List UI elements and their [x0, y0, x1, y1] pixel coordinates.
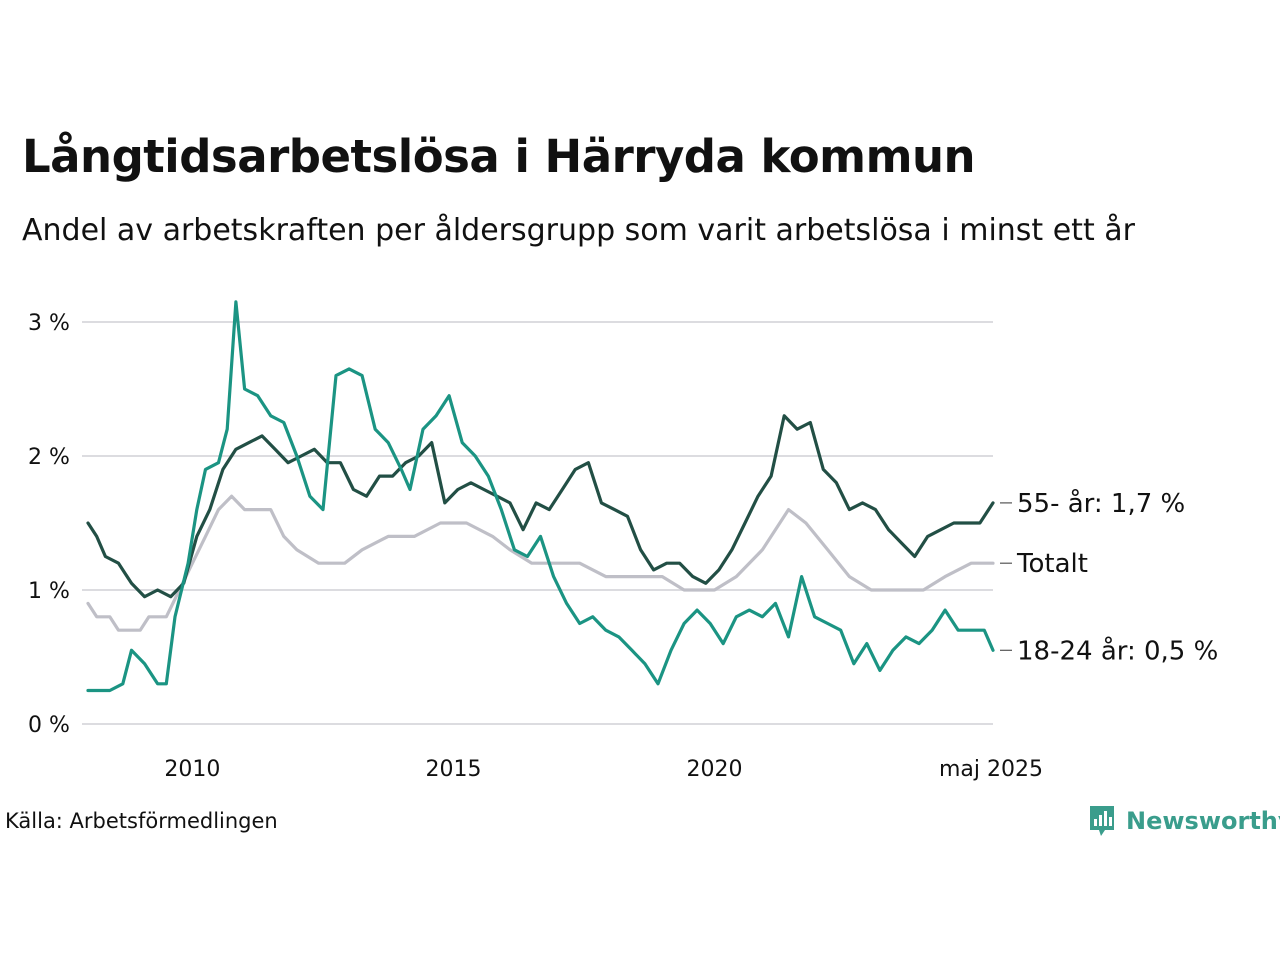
- brand-name: Newsworthy: [1126, 807, 1280, 835]
- series-end-label: 55- år: 1,7 %: [1017, 488, 1185, 519]
- series-end-labels: Totalt 55- år: 1,7 % 18-24 år: 0,5 %: [1000, 488, 1218, 666]
- y-axis-tick-labels: 0 % 1 % 2 % 3 %: [28, 311, 70, 738]
- chart-subtitle: Andel av arbetskraften per åldersgrupp s…: [22, 213, 1135, 248]
- x-tick-label: 2010: [164, 757, 220, 782]
- grid-lines: [82, 321, 993, 725]
- x-tick-label: maj 2025: [939, 757, 1043, 782]
- bar-chart-speech-bubble-icon: [1090, 806, 1114, 836]
- series-end-label: 18-24 år: 0,5 %: [1017, 635, 1218, 666]
- chart-title: Långtidsarbetslösa i Härryda kommun: [22, 130, 976, 183]
- x-tick-label: 2015: [425, 757, 481, 782]
- x-axis-tick-labels: 2010 2015 2020 maj 2025: [164, 757, 1043, 782]
- y-tick-label: 0 %: [28, 713, 70, 738]
- y-tick-label: 2 %: [28, 445, 70, 470]
- source-note: Källa: Arbetsförmedlingen: [5, 809, 278, 833]
- y-tick-label: 1 %: [28, 579, 70, 604]
- series-line-2: [86, 300, 995, 693]
- series-line-1: [86, 414, 995, 599]
- series-line-0: [86, 494, 995, 632]
- y-tick-label: 3 %: [28, 311, 70, 336]
- x-tick-label: 2020: [687, 757, 743, 782]
- brand-logo: Newsworthy: [1088, 804, 1280, 838]
- series-lines: [86, 300, 995, 693]
- series-end-label: Totalt: [1016, 549, 1088, 579]
